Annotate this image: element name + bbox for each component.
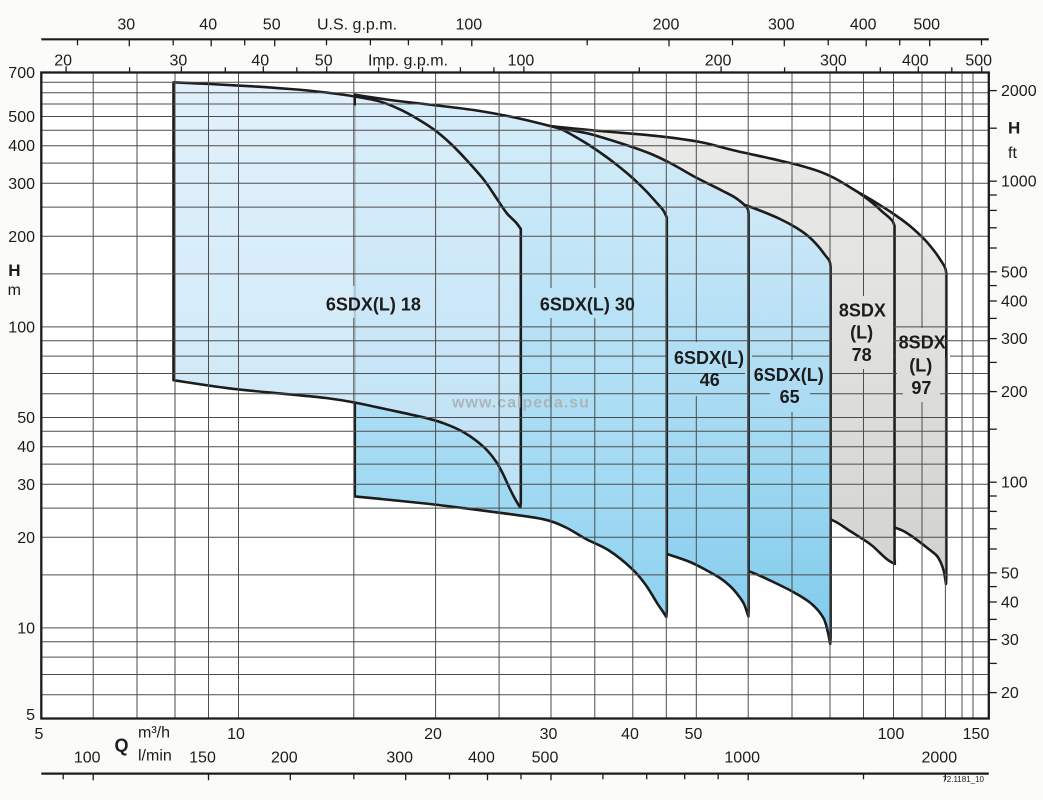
- svg-text:500: 500: [913, 17, 940, 34]
- svg-text:(L): (L): [909, 356, 932, 376]
- svg-text:8SDX: 8SDX: [899, 333, 946, 353]
- svg-text:30: 30: [17, 477, 35, 494]
- svg-text:8SDX: 8SDX: [839, 301, 886, 321]
- svg-text:1000: 1000: [1001, 174, 1037, 191]
- svg-text:2000: 2000: [922, 750, 958, 767]
- svg-text:40: 40: [199, 17, 217, 34]
- svg-text:30: 30: [540, 726, 558, 743]
- svg-text:100: 100: [1001, 475, 1028, 492]
- svg-text:40: 40: [621, 726, 639, 743]
- svg-text:1000: 1000: [724, 750, 760, 767]
- svg-text:500: 500: [965, 53, 992, 70]
- svg-text:200: 200: [1001, 384, 1028, 401]
- svg-text:300: 300: [768, 17, 795, 34]
- svg-text:6SDX(L) 18: 6SDX(L) 18: [326, 295, 421, 315]
- svg-text:6SDX(L): 6SDX(L): [754, 365, 824, 385]
- svg-text:50: 50: [315, 53, 333, 70]
- svg-text:150: 150: [189, 750, 216, 767]
- svg-text:200: 200: [653, 17, 680, 34]
- svg-text:20: 20: [54, 53, 72, 70]
- svg-text:50: 50: [685, 726, 703, 743]
- svg-text:500: 500: [1001, 264, 1028, 281]
- svg-text:400: 400: [902, 53, 929, 70]
- svg-text:m³/h: m³/h: [138, 725, 170, 742]
- svg-text:100: 100: [455, 17, 482, 34]
- svg-text:10: 10: [17, 620, 35, 637]
- svg-text:2000: 2000: [1001, 83, 1037, 100]
- svg-text:65: 65: [780, 387, 800, 407]
- svg-text:100: 100: [8, 319, 35, 336]
- svg-text:50: 50: [263, 17, 281, 34]
- svg-text:20: 20: [424, 726, 442, 743]
- svg-text:H: H: [8, 261, 20, 280]
- svg-text:700: 700: [8, 65, 35, 82]
- svg-text:500: 500: [532, 750, 559, 767]
- svg-text:30: 30: [117, 17, 135, 34]
- svg-text:200: 200: [271, 750, 298, 767]
- svg-text:78: 78: [852, 345, 872, 365]
- svg-text:m: m: [8, 282, 21, 299]
- svg-text:400: 400: [850, 17, 877, 34]
- svg-text:20: 20: [1001, 685, 1019, 702]
- svg-text:40: 40: [251, 53, 269, 70]
- svg-text:46: 46: [700, 370, 720, 390]
- svg-text:40: 40: [1001, 595, 1019, 612]
- svg-text:300: 300: [8, 176, 35, 193]
- svg-text:300: 300: [386, 750, 413, 767]
- svg-text:6SDX(L): 6SDX(L): [674, 348, 744, 368]
- svg-text:(L): (L): [850, 323, 873, 343]
- svg-text:Q: Q: [114, 736, 128, 756]
- svg-text:ft: ft: [1008, 145, 1017, 162]
- svg-text:200: 200: [705, 53, 732, 70]
- svg-text:100: 100: [508, 53, 535, 70]
- svg-text:40: 40: [17, 439, 35, 456]
- svg-text:10: 10: [227, 726, 245, 743]
- svg-text:97: 97: [911, 378, 931, 398]
- svg-text:20: 20: [17, 530, 35, 547]
- svg-text:300: 300: [1001, 331, 1028, 348]
- svg-text:l/min: l/min: [138, 748, 172, 765]
- svg-text:400: 400: [468, 750, 495, 767]
- svg-text:100: 100: [878, 726, 905, 743]
- svg-text:500: 500: [8, 109, 35, 126]
- svg-text:www.calpeda.su: www.calpeda.su: [451, 395, 590, 412]
- svg-text:150: 150: [963, 726, 990, 743]
- svg-text:5: 5: [35, 726, 44, 743]
- svg-text:72.1181_10: 72.1181_10: [942, 775, 984, 784]
- svg-text:100: 100: [74, 750, 101, 767]
- svg-text:400: 400: [1001, 294, 1028, 311]
- svg-text:Imp. g.p.m.: Imp. g.p.m.: [368, 53, 448, 70]
- svg-text:200: 200: [8, 229, 35, 246]
- svg-text:H: H: [1008, 119, 1020, 138]
- svg-text:400: 400: [8, 138, 35, 155]
- svg-text:6SDX(L) 30: 6SDX(L) 30: [540, 295, 635, 315]
- svg-text:30: 30: [1001, 632, 1019, 649]
- svg-text:30: 30: [170, 53, 188, 70]
- svg-text:50: 50: [17, 410, 35, 427]
- svg-text:300: 300: [820, 53, 847, 70]
- svg-text:5: 5: [26, 707, 35, 724]
- svg-text:50: 50: [1001, 565, 1019, 582]
- svg-text:U.S. g.p.m.: U.S. g.p.m.: [317, 17, 397, 34]
